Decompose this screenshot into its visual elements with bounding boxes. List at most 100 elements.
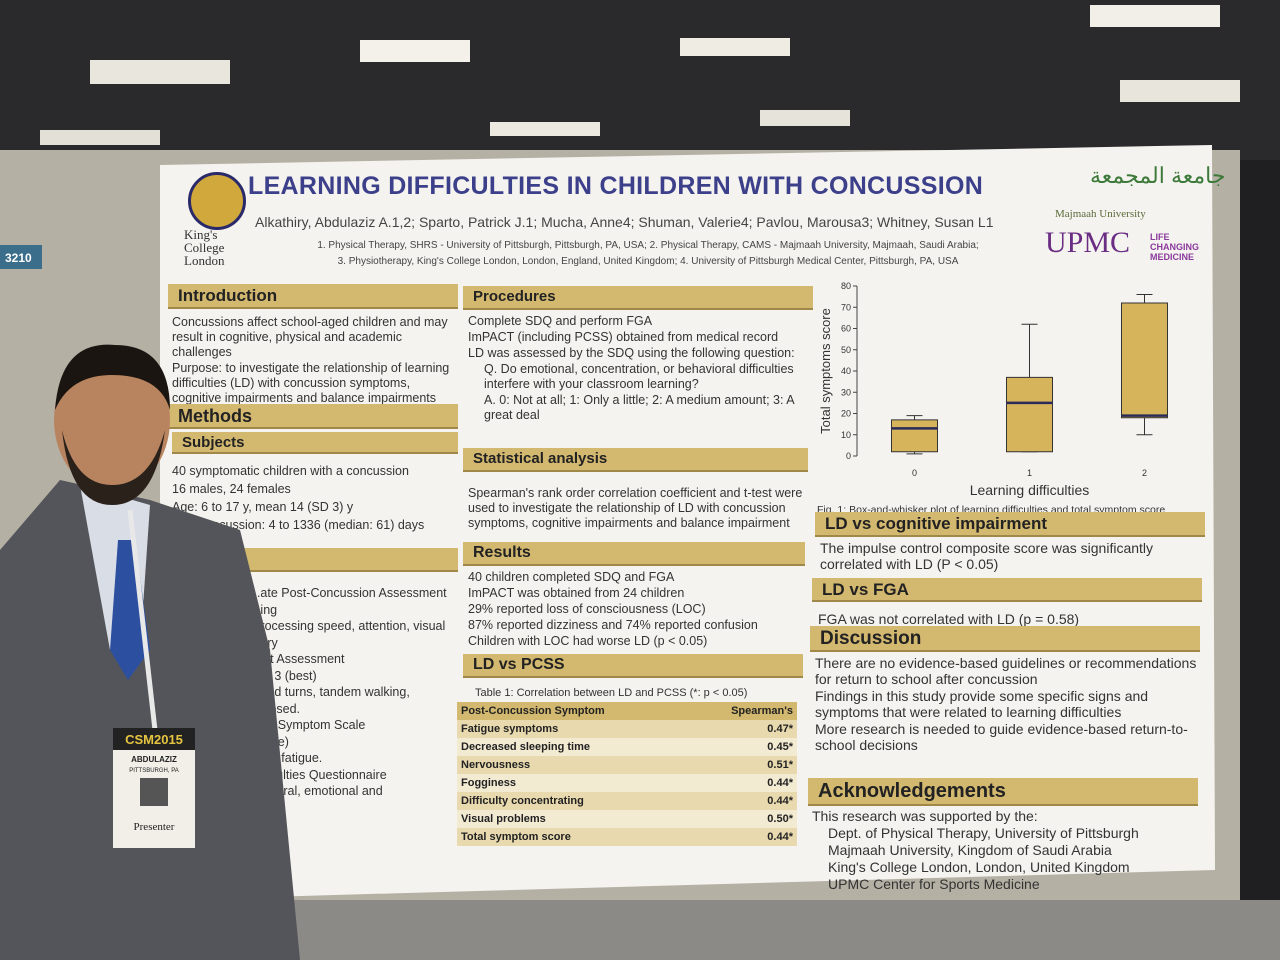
subsection-header: Subjects: [172, 432, 458, 454]
box: [891, 419, 938, 453]
table-cell: Fogginess: [461, 777, 517, 789]
table-header: Post-Concussion Symptom: [461, 705, 605, 717]
table-cell: Nervousness: [461, 759, 531, 771]
x-tick-label: 0: [912, 468, 917, 478]
section-header: Statistical analysis: [463, 448, 808, 472]
y-tick-label: 0: [846, 451, 851, 461]
list-item: Complete SDQ and perform FGA: [468, 314, 653, 328]
table-cell: Total symptom score: [461, 831, 571, 843]
table-header-row: Post-Concussion Symptom Spearman's: [457, 702, 797, 720]
table-cell: 0.47*: [767, 723, 793, 735]
list-item: FGA was not correlated with LD (p = 0.58…: [818, 611, 1080, 627]
table-caption: Table 1: Correlation between LD and PCSS…: [475, 687, 748, 699]
badge-city: PITTSBURGH, PA: [129, 768, 179, 774]
correlation-table: Post-Concussion Symptom Spearman's Fatigue…: [457, 702, 797, 846]
affiliations: 1. Physical Therapy, SHRS - University o…: [298, 238, 998, 270]
badge-name: ABDULAZIZ: [131, 755, 177, 764]
y-tick-label: 60: [841, 324, 851, 334]
majmaah-name: Majmaah University: [1055, 208, 1146, 220]
x-tick-label: 2: [1142, 468, 1147, 478]
list-item: Dept. of Physical Therapy, University of…: [828, 825, 1139, 841]
list-item: Purpose: to investigate the relationship…: [172, 361, 450, 405]
list-item: UPMC Center for Sports Medicine: [828, 876, 1040, 892]
intro-list: Concussions affect school-aged children …: [172, 315, 452, 407]
table-row: Visual problems 0.50*: [457, 810, 797, 828]
list-item: Q. Do emotional, concentration, or behav…: [484, 362, 794, 391]
section-header: Discussion: [810, 626, 1200, 652]
box: [1121, 302, 1168, 419]
list-item: ImPACT was obtained from 24 children: [468, 586, 685, 600]
list-item: Spearman's rank order correlation coeffi…: [468, 486, 803, 530]
list-item: ...fficulties Questionnaire: [250, 767, 387, 782]
y-axis-label: Total symptoms score: [818, 308, 833, 434]
list-item: ...ait Assessment: [250, 652, 345, 666]
box: [1006, 376, 1053, 453]
table-cell: Difficulty concentrating: [461, 795, 584, 807]
badge-event: CSM2015: [125, 732, 183, 747]
table-cell: Fatigue symptoms: [461, 723, 559, 735]
list-item: ...rocessing speed, attention, visual: [250, 619, 446, 633]
table-cell: 0.45*: [767, 741, 793, 753]
table-row: Difficulty concentrating 0.44*: [457, 792, 797, 810]
table-cell: 0.44*: [767, 795, 793, 807]
x-tick-label: 1: [1027, 468, 1032, 478]
table-cell: Visual problems: [461, 813, 546, 825]
list-item: 40 symptomatic children with a concussio…: [172, 464, 409, 478]
y-tick-label: 10: [841, 430, 851, 440]
section-header: Acknowledgements: [808, 778, 1198, 806]
stat-list: Spearman's rank order correlation coeffi…: [468, 486, 803, 532]
table-cell: 0.44*: [767, 777, 793, 789]
table-row: Nervousness 0.51*: [457, 756, 797, 774]
table-cell: 0.50*: [767, 813, 793, 825]
list-item: Age: 6 to 17 y, mean 14 (SD 3) y: [172, 500, 354, 514]
upmc-logo: UPMC: [1045, 226, 1131, 259]
list-item: Children with LOC had worse LD (p < 0.05…: [468, 634, 708, 648]
kings-logo: King's College London: [184, 227, 225, 268]
y-tick-label: 20: [841, 409, 851, 419]
results-list: 40 children completed SDQ and FGA ImPACT …: [468, 570, 803, 650]
y-tick-label: 80: [841, 281, 851, 291]
upmc-tagline: LIFE CHANGING MEDICINE: [1150, 232, 1199, 262]
presenter: CSM2015 ABDULAZIZ PITTSBURGH, PA Present…: [0, 344, 300, 960]
poster-title: LEARNING DIFFICULTIES IN CHILDREN WITH C…: [248, 172, 984, 200]
list-item: There are no evidence-based guidelines o…: [815, 655, 1197, 687]
list-item: ...ead turns, tandem walking,: [250, 685, 410, 699]
x-axis-label: Learning difficulties: [970, 482, 1090, 498]
procedures-list: Complete SDQ and perform FGA ImPACT (incl…: [468, 314, 808, 424]
y-tick-label: 40: [841, 366, 851, 376]
majmaah-arabic: جامعة المجمعة: [1090, 163, 1226, 188]
list-item: ...on Symptom Scale: [250, 718, 366, 732]
list-item: Findings in this study provide some spec…: [815, 688, 1149, 720]
list-item: Concussions affect school-aged children …: [172, 315, 448, 359]
list-item: A. 0: Not at all; 1: Only a little; 2: A…: [484, 393, 794, 422]
list-item: 16 males, 24 females: [172, 482, 291, 496]
y-tick-label: 50: [841, 345, 851, 355]
table-row: Decreased sleeping time 0.45*: [457, 738, 797, 756]
table-cell: 0.44*: [767, 831, 793, 843]
list-item: More research is needed to guide evidenc…: [815, 721, 1188, 753]
acknowledgements-list: This research was supported by the: Dept.…: [812, 808, 1202, 893]
list-item: 87% reported dizziness and 74% reported …: [468, 618, 758, 632]
y-tick-label: 30: [841, 387, 851, 397]
pitt-seal: [188, 172, 246, 230]
authors: Alkathiry, Abdulaziz A.1,2; Sparto, Patr…: [255, 214, 994, 230]
list-item: This research was supported by the:: [812, 808, 1038, 824]
list-item: LD was assessed by the SDQ using the fol…: [468, 346, 795, 360]
tools-list: ...ate Post-Concussion Assessment ...ing.…: [250, 586, 460, 801]
list-item: 1. Physical Therapy, SHRS - University o…: [317, 240, 979, 251]
table-row: Total symptom score 0.44*: [457, 828, 797, 846]
table-row: Fatigue symptoms 0.47*: [457, 720, 797, 738]
section-header: LD vs cognitive impairment: [815, 512, 1205, 537]
booth-number: 3210: [5, 251, 32, 265]
cognitive-list: The impulse control composite score was …: [820, 540, 1190, 573]
table-row: Fogginess 0.44*: [457, 774, 797, 792]
y-tick-label: 70: [841, 302, 851, 312]
section-header: Results: [463, 542, 805, 566]
table-cell: Decreased sleeping time: [461, 741, 591, 753]
list-item: 3. Physiotherapy, King's College London,…: [337, 256, 959, 267]
list-item: Majmaah University, Kingdom of Saudi Ara…: [828, 842, 1112, 858]
section-header: Introduction: [168, 284, 458, 309]
fga-list: FGA was not correlated with LD (p = 0.58…: [818, 612, 1188, 628]
